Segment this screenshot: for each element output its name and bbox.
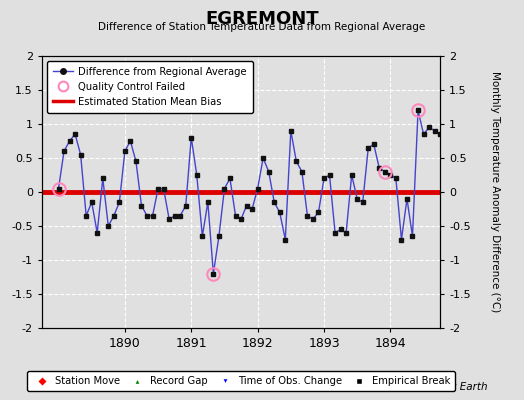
Text: EGREMONT: EGREMONT xyxy=(205,10,319,28)
Legend: Difference from Regional Average, Quality Control Failed, Estimated Station Mean: Difference from Regional Average, Qualit… xyxy=(47,61,253,113)
Y-axis label: Monthly Temperature Anomaly Difference (°C): Monthly Temperature Anomaly Difference (… xyxy=(490,71,500,313)
Text: Berkeley Earth: Berkeley Earth xyxy=(411,382,487,392)
Text: Difference of Station Temperature Data from Regional Average: Difference of Station Temperature Data f… xyxy=(99,22,425,32)
Legend: Station Move, Record Gap, Time of Obs. Change, Empirical Break: Station Move, Record Gap, Time of Obs. C… xyxy=(27,371,455,391)
